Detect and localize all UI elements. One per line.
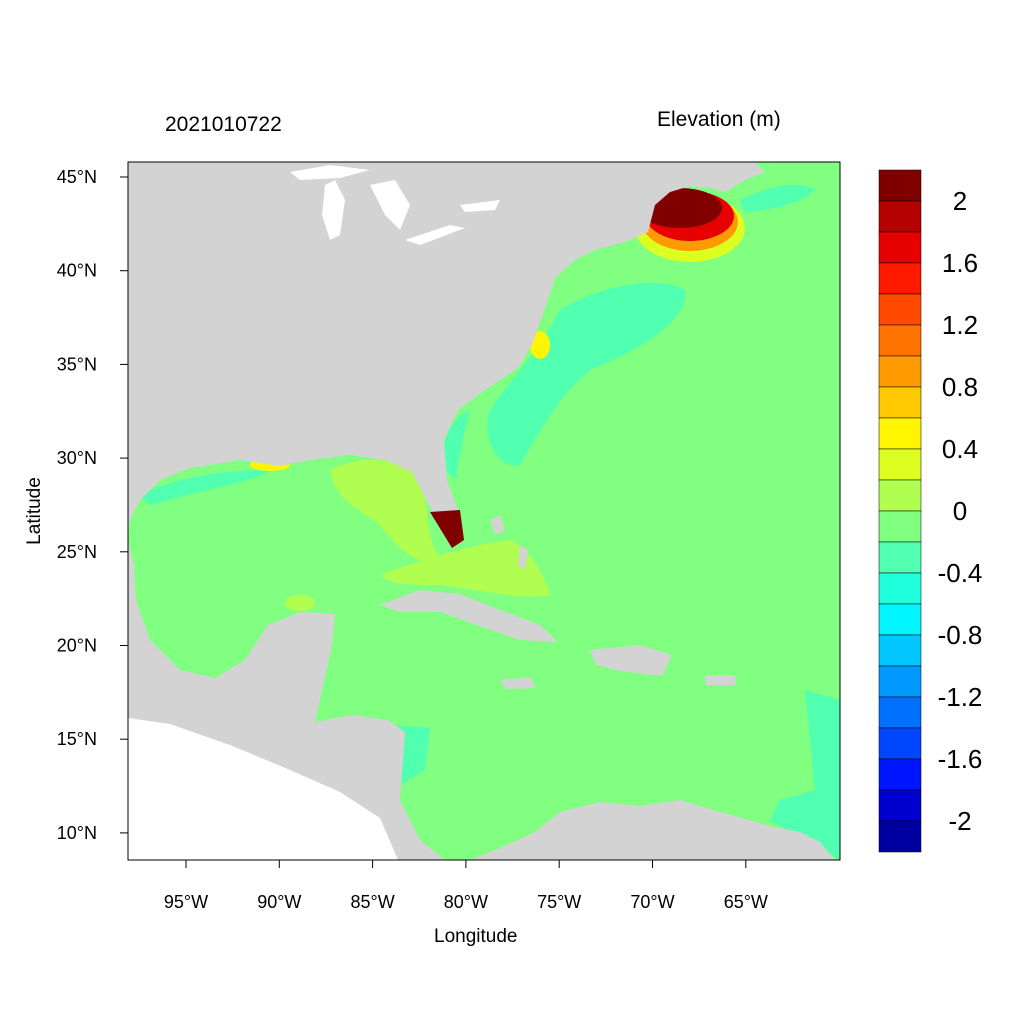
- colorbar-bin: [878, 324, 922, 357]
- land-bahamas: [490, 515, 528, 570]
- plot-frame: [127, 161, 841, 861]
- colorbar-bin: [878, 572, 922, 605]
- colorbar-bin: [878, 169, 922, 202]
- colorbar-bin: [878, 479, 922, 512]
- colorbar-bin: [878, 386, 922, 419]
- lake-erie: [405, 225, 465, 245]
- colorbar-label: -0.4: [938, 558, 983, 588]
- anomaly-negative-nova-scotia: [740, 184, 815, 212]
- colorbar-label: 0.4: [942, 434, 978, 464]
- y-tick-label: 10°N: [57, 823, 97, 843]
- y-tick-label: 35°N: [57, 354, 97, 374]
- anomaly-positive-gulf: [330, 459, 440, 563]
- colorbar-bin: [878, 510, 922, 543]
- colorbar-label: -2: [948, 806, 971, 836]
- colorbar-bin: [878, 541, 922, 574]
- colorbar-label: 1.2: [942, 310, 978, 340]
- colorbar-label: 0.8: [942, 372, 978, 402]
- land-south-america: [470, 800, 835, 860]
- anomaly-negative-gulf-north: [140, 470, 270, 505]
- colorbar-bin: [878, 696, 922, 729]
- colorbar-bin: [878, 448, 922, 481]
- x-tick-label: 75°W: [537, 892, 581, 912]
- colorbar-bin: [878, 603, 922, 636]
- land-cuba: [380, 590, 558, 642]
- colorbar-bin: [878, 293, 922, 326]
- anomaly-negative-shelf: [443, 410, 470, 480]
- colorbar-label: -1.6: [938, 744, 983, 774]
- land-puerto-rico: [705, 675, 736, 685]
- colorbar-label: 1.6: [942, 248, 978, 278]
- x-tick-label: 80°W: [444, 892, 488, 912]
- anomaly-negative-antilles: [770, 690, 840, 860]
- x-tick-label: 70°W: [630, 892, 674, 912]
- x-tick-label: 90°W: [257, 892, 301, 912]
- x-axis-label: Longitude: [434, 926, 518, 947]
- map-area: [128, 162, 840, 860]
- lake-superior: [290, 165, 370, 180]
- land-jamaica: [500, 677, 536, 689]
- lake-michigan: [322, 180, 345, 240]
- x-tick-label: 85°W: [350, 892, 394, 912]
- colorbar-bin: [878, 789, 922, 822]
- colorbar-bin: [878, 231, 922, 264]
- colorbar-bin: [878, 665, 922, 698]
- y-tick-label: 45°N: [57, 167, 97, 187]
- colorbar-bin: [878, 417, 922, 450]
- y-axis-label: Latitude: [24, 477, 45, 545]
- colorbar-bin: [878, 820, 922, 853]
- y-tick-label: 40°N: [57, 261, 97, 281]
- colorbar-bin: [878, 355, 922, 388]
- land-hispaniola: [590, 645, 672, 676]
- colorbar-label: -0.8: [938, 620, 983, 650]
- timestamp-title: 2021010722: [165, 113, 282, 136]
- land-north-america: [128, 162, 765, 545]
- axis-ticks: 95°W 90°W 85°W 80°W 75°W 70°W 65°W 45°N 40°N 35°N…: [57, 167, 768, 912]
- x-tick-label: 95°W: [164, 892, 208, 912]
- colorbar: 2 1.6 1.2 0.8 0.4 0 -0.4 -0.8 -1.2 -1.6 -2: [878, 169, 983, 853]
- colorbar-bin: [878, 758, 922, 791]
- y-tick-label: 20°N: [57, 636, 97, 656]
- x-tick-label: 65°W: [724, 892, 768, 912]
- pacific-no-data: [128, 718, 398, 860]
- y-tick-label: 15°N: [57, 729, 97, 749]
- variable-title: Elevation (m): [657, 108, 781, 131]
- colorbar-bin: [878, 727, 922, 760]
- lake-ontario: [460, 200, 500, 212]
- anomaly-positive-yucatan: [285, 595, 315, 611]
- anomaly-florida-tip: [430, 510, 464, 548]
- colorbar-label: 0: [953, 496, 967, 526]
- colorbar-bin: [878, 262, 922, 295]
- y-tick-label: 25°N: [57, 542, 97, 562]
- anomaly-positive-straits: [380, 540, 550, 597]
- lake-huron: [370, 180, 410, 230]
- colorbar-label: 2: [953, 186, 967, 216]
- colorbar-bin: [878, 200, 922, 233]
- colorbar-bin: [878, 634, 922, 667]
- y-tick-label: 30°N: [57, 448, 97, 468]
- anomaly-chesapeake: [530, 331, 550, 359]
- anomaly-negative-offshore: [487, 282, 686, 466]
- colorbar-label: -1.2: [938, 682, 983, 712]
